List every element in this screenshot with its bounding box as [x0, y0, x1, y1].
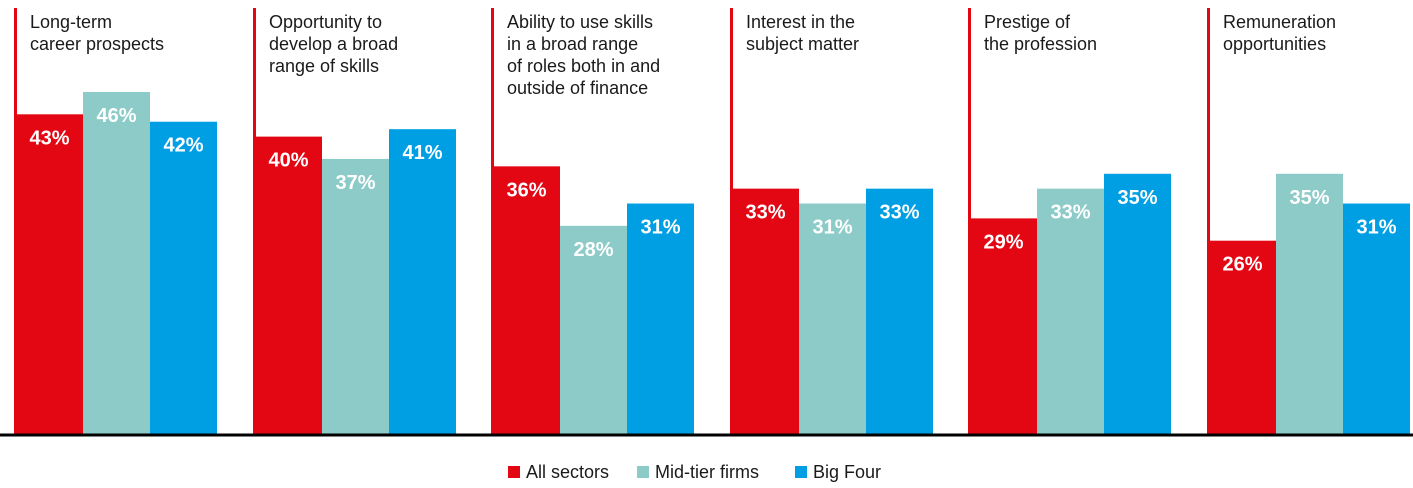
- bar: [560, 225, 627, 434]
- bar: [255, 136, 322, 434]
- category-label-line: of roles both in and: [507, 56, 660, 76]
- category-label: Opportunity to develop a broad range of sk…: [269, 12, 398, 76]
- bar: [732, 188, 799, 434]
- bar: [83, 92, 150, 434]
- category-label: Long-term career prospects: [30, 12, 164, 54]
- category-group: Remuneration opportunities 26% 35% 31%: [1207, 8, 1410, 435]
- category-label-line: Ability to use skills: [507, 12, 653, 32]
- bar: [1037, 188, 1104, 434]
- bar-value-label: 31%: [640, 217, 680, 239]
- legend: All sectors Mid-tier firms Big Four: [508, 462, 881, 482]
- category-label-line: career prospects: [30, 34, 164, 54]
- category-label-line: subject matter: [746, 34, 859, 54]
- legend-item: Big Four: [795, 462, 881, 482]
- category-label-line: Opportunity to: [269, 12, 382, 32]
- category-label-line: outside of finance: [507, 78, 648, 98]
- category-group: Long-term career prospects 43% 46% 42%: [14, 8, 217, 434]
- bar-value-label: 35%: [1117, 187, 1157, 209]
- bar: [799, 203, 866, 434]
- legend-swatch: [508, 466, 520, 478]
- category-group: Ability to use skills in a broad range of …: [491, 8, 694, 434]
- category-label-line: in a broad range: [507, 34, 638, 54]
- bar-value-label: 37%: [335, 172, 375, 194]
- bar: [627, 203, 694, 434]
- category-label-line: Prestige of: [984, 12, 1071, 32]
- legend-label: Mid-tier firms: [655, 462, 759, 482]
- category-groups: Long-term career prospects 43% 46% 42% Opport…: [14, 8, 1410, 435]
- bar: [150, 121, 217, 434]
- bar-value-label: 40%: [268, 150, 308, 172]
- legend-swatch: [795, 466, 807, 478]
- category-label-line: range of skills: [269, 56, 379, 76]
- bar: [493, 166, 560, 434]
- bar-value-label: 28%: [573, 239, 613, 261]
- legend-label: Big Four: [813, 462, 881, 482]
- legend-swatch: [637, 466, 649, 478]
- category-label: Ability to use skills in a broad range of …: [507, 12, 660, 98]
- bar-value-label: 36%: [506, 179, 546, 201]
- bar: [1209, 240, 1276, 434]
- bar-value-label: 46%: [96, 105, 136, 127]
- bar-value-label: 31%: [1356, 217, 1396, 239]
- category-group: Opportunity to develop a broad range of sk…: [253, 8, 456, 435]
- bar-value-label: 42%: [163, 135, 203, 157]
- category-label-line: Interest in the: [746, 12, 855, 32]
- bar-value-label: 33%: [745, 202, 785, 224]
- bar-value-label: 31%: [812, 217, 852, 239]
- bar-value-label: 43%: [29, 127, 69, 149]
- category-label: Prestige of the profession: [984, 12, 1097, 54]
- category-label-line: opportunities: [1223, 34, 1326, 54]
- legend-label: All sectors: [526, 462, 609, 482]
- category-group: Prestige of the profession 29% 33% 35%: [968, 8, 1171, 435]
- bar-value-label: 35%: [1289, 187, 1329, 209]
- category-group: Interest in the subject matter 33% 31% 33%: [730, 8, 933, 434]
- bar: [1276, 173, 1343, 435]
- bar: [1343, 203, 1410, 434]
- bar-value-label: 33%: [879, 202, 919, 224]
- category-label-line: Long-term: [30, 12, 112, 32]
- category-label-line: Remuneration: [1223, 12, 1336, 32]
- bar-value-label: 29%: [983, 231, 1023, 253]
- bar-value-label: 41%: [402, 142, 442, 164]
- bar: [970, 218, 1037, 434]
- category-label: Remuneration opportunities: [1223, 12, 1336, 54]
- bar: [1104, 173, 1171, 435]
- bar: [389, 129, 456, 434]
- bar-value-label: 26%: [1222, 254, 1262, 276]
- bar: [16, 114, 83, 434]
- bar: [866, 188, 933, 434]
- legend-item: All sectors: [508, 462, 609, 482]
- bar-value-label: 33%: [1050, 202, 1090, 224]
- category-label: Interest in the subject matter: [746, 12, 859, 54]
- bar: [322, 158, 389, 435]
- legend-item: Mid-tier firms: [637, 462, 759, 482]
- category-label-line: the profession: [984, 34, 1097, 54]
- category-label-line: develop a broad: [269, 34, 398, 54]
